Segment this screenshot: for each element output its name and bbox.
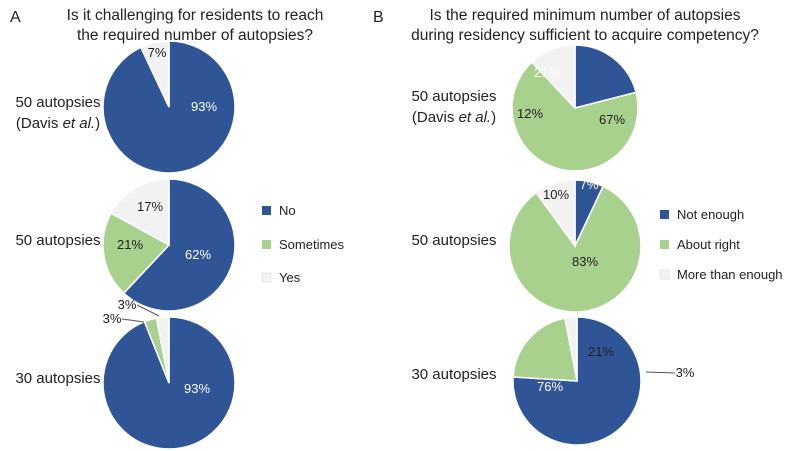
chart-title: the required number of autopsies? xyxy=(77,27,313,44)
pie-chart: 50 autopsies 7% 83% 10% xyxy=(411,177,642,313)
chart-panel-a: A Is it challenging for residents to reac… xyxy=(10,7,345,450)
pie-row-label: 50 autopsies xyxy=(15,232,100,249)
slice-label: 67% xyxy=(599,112,625,127)
slice-label: 21% xyxy=(588,344,614,359)
pie-row-sublabel: (Davis et al.) xyxy=(412,109,496,126)
legend-label: About right xyxy=(677,237,740,252)
pie-row-sublabel: (Davis et al.) xyxy=(16,115,100,132)
slice-label: 93% xyxy=(191,99,217,114)
legend-label: Not enough xyxy=(677,207,744,222)
slice-label: 21% xyxy=(534,65,560,80)
pie-slice xyxy=(535,179,576,249)
legend-swatch xyxy=(660,240,669,249)
pie-slice xyxy=(122,178,236,312)
pie-slice xyxy=(574,44,637,109)
leader-line xyxy=(645,371,676,374)
slice-label: 12% xyxy=(517,106,543,121)
pie-slice xyxy=(530,44,576,110)
slice-label: 7% xyxy=(148,45,167,60)
legend-swatch xyxy=(262,240,271,249)
slice-label: 10% xyxy=(543,187,569,202)
pie-row-label: 50 autopsies xyxy=(15,94,100,111)
pie-row-label: 50 autopsies xyxy=(411,232,496,249)
leader-line xyxy=(136,304,160,317)
pie-slice xyxy=(508,185,642,313)
pie-slice xyxy=(511,61,639,172)
legend-swatch xyxy=(660,210,669,219)
pie-row-label: 50 autopsies xyxy=(411,88,496,105)
slice-label: 83% xyxy=(572,254,598,269)
pie-slice xyxy=(102,212,171,295)
pie-chart: 50 autopsies 62% 21% 17% xyxy=(15,178,236,312)
panel-letter: B xyxy=(373,9,384,26)
slice-label: 3% xyxy=(103,311,122,326)
slice-label: 3% xyxy=(676,365,695,380)
legend: No Sometimes Yes xyxy=(261,203,345,285)
slice-label: 93% xyxy=(184,381,210,396)
chart-panel-b: B Is the required minimum number of autop… xyxy=(373,7,783,446)
legend-label: Sometimes xyxy=(279,237,345,252)
legend-swatch xyxy=(659,269,670,280)
chart-title: Is it challenging for residents to reach xyxy=(67,7,324,24)
legend-label: More than enough xyxy=(677,267,783,282)
pie-slice xyxy=(564,316,578,382)
leader-line xyxy=(121,318,145,323)
slice-label: 62% xyxy=(185,247,211,262)
slice-label: 21% xyxy=(117,237,143,252)
legend-swatch xyxy=(261,272,272,283)
panel-letter: A xyxy=(10,9,21,26)
pie-slice xyxy=(155,316,170,384)
legend-label: No xyxy=(279,203,296,218)
chart-title: during residency sufficient to acquire c… xyxy=(411,27,759,44)
legend-label: Yes xyxy=(279,270,301,285)
slice-label: 3% xyxy=(118,297,137,312)
legend-swatch xyxy=(262,206,271,215)
pie-slice xyxy=(139,40,170,108)
slice-label: 17% xyxy=(137,199,163,214)
legend: Not enough About right More than enough xyxy=(659,207,783,282)
chart-title: Is the required minimum number of autops… xyxy=(429,7,740,24)
pie-chart: 30 autopsies 76% 21% 3% xyxy=(411,316,695,446)
pie-row-label: 30 autopsies xyxy=(411,366,496,383)
pie-slice xyxy=(512,317,578,382)
slice-label: 76% xyxy=(537,379,563,394)
pie-chart: 50 autopsies (Davis et al.) 93% 7% xyxy=(15,40,236,174)
pie-slice xyxy=(110,178,170,247)
pie-chart: 30 autopsies 93% 3%3% xyxy=(15,297,236,450)
slice-label: 7% xyxy=(580,177,599,192)
pie-row-label: 30 autopsies xyxy=(15,370,100,387)
pie-chart: 50 autopsies (Davis et al.) 21% 67% 12% xyxy=(411,44,639,172)
